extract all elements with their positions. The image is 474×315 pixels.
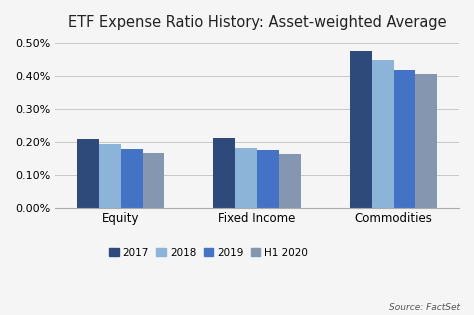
Legend: 2017, 2018, 2019, H1 2020: 2017, 2018, 2019, H1 2020 — [105, 243, 312, 262]
Bar — [257, 150, 279, 208]
Bar — [213, 138, 235, 208]
Bar — [143, 153, 164, 208]
Bar — [99, 144, 121, 208]
Bar — [279, 154, 301, 208]
Bar — [415, 73, 437, 208]
Bar — [121, 149, 143, 208]
Text: Source: FactSet: Source: FactSet — [389, 303, 460, 312]
Bar — [77, 139, 99, 208]
Title: ETF Expense Ratio History: Asset-weighted Average: ETF Expense Ratio History: Asset-weighte… — [68, 15, 447, 30]
Bar — [393, 70, 415, 208]
Bar — [235, 148, 257, 208]
Bar — [372, 60, 393, 208]
Bar — [350, 51, 372, 208]
